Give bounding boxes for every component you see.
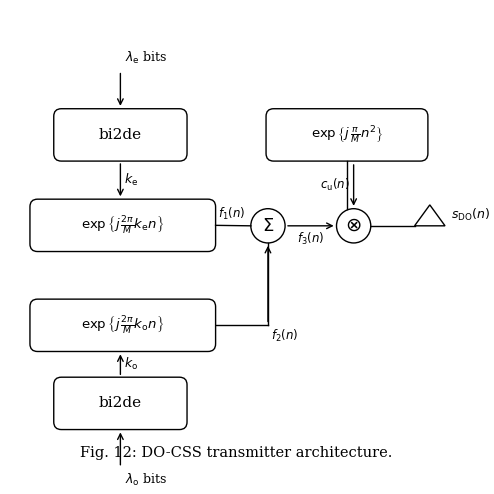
Text: bi2de: bi2de — [99, 128, 142, 142]
Text: $f_2(n)$: $f_2(n)$ — [271, 328, 298, 344]
FancyBboxPatch shape — [30, 199, 215, 251]
Text: $c_\mathrm{u}(n)$: $c_\mathrm{u}(n)$ — [320, 177, 350, 193]
FancyBboxPatch shape — [266, 109, 428, 161]
Text: $\lambda_\mathrm{e}$ bits: $\lambda_\mathrm{e}$ bits — [125, 50, 167, 66]
Text: $f_1(n)$: $f_1(n)$ — [218, 206, 246, 222]
Text: $\exp\left\{j\,\frac{\pi}{M}n^2\right\}$: $\exp\left\{j\,\frac{\pi}{M}n^2\right\}$ — [311, 124, 383, 146]
Text: $f_3(n)$: $f_3(n)$ — [297, 231, 325, 247]
Text: $s_\mathrm{DO}(n)$: $s_\mathrm{DO}(n)$ — [451, 207, 490, 223]
Circle shape — [336, 208, 371, 243]
Text: $k_\mathrm{o}$: $k_\mathrm{o}$ — [124, 356, 138, 372]
Text: $k_\mathrm{e}$: $k_\mathrm{e}$ — [124, 172, 138, 188]
Text: $\otimes$: $\otimes$ — [345, 217, 362, 235]
FancyBboxPatch shape — [30, 299, 215, 352]
Text: Fig. 12: DO-CSS transmitter architecture.: Fig. 12: DO-CSS transmitter architecture… — [81, 446, 393, 460]
Text: $\exp\left\{j\,\frac{2\pi}{M}k_\mathrm{e}n\right\}$: $\exp\left\{j\,\frac{2\pi}{M}k_\mathrm{e… — [81, 214, 165, 236]
Text: $\Sigma$: $\Sigma$ — [262, 217, 274, 235]
Text: $\exp\left\{j\,\frac{2\pi}{M}k_\mathrm{o}n\right\}$: $\exp\left\{j\,\frac{2\pi}{M}k_\mathrm{o… — [81, 314, 165, 336]
FancyBboxPatch shape — [54, 377, 187, 430]
FancyBboxPatch shape — [54, 109, 187, 161]
Text: $\lambda_\mathrm{o}$ bits: $\lambda_\mathrm{o}$ bits — [125, 472, 167, 489]
Text: bi2de: bi2de — [99, 396, 142, 411]
Circle shape — [251, 208, 285, 243]
